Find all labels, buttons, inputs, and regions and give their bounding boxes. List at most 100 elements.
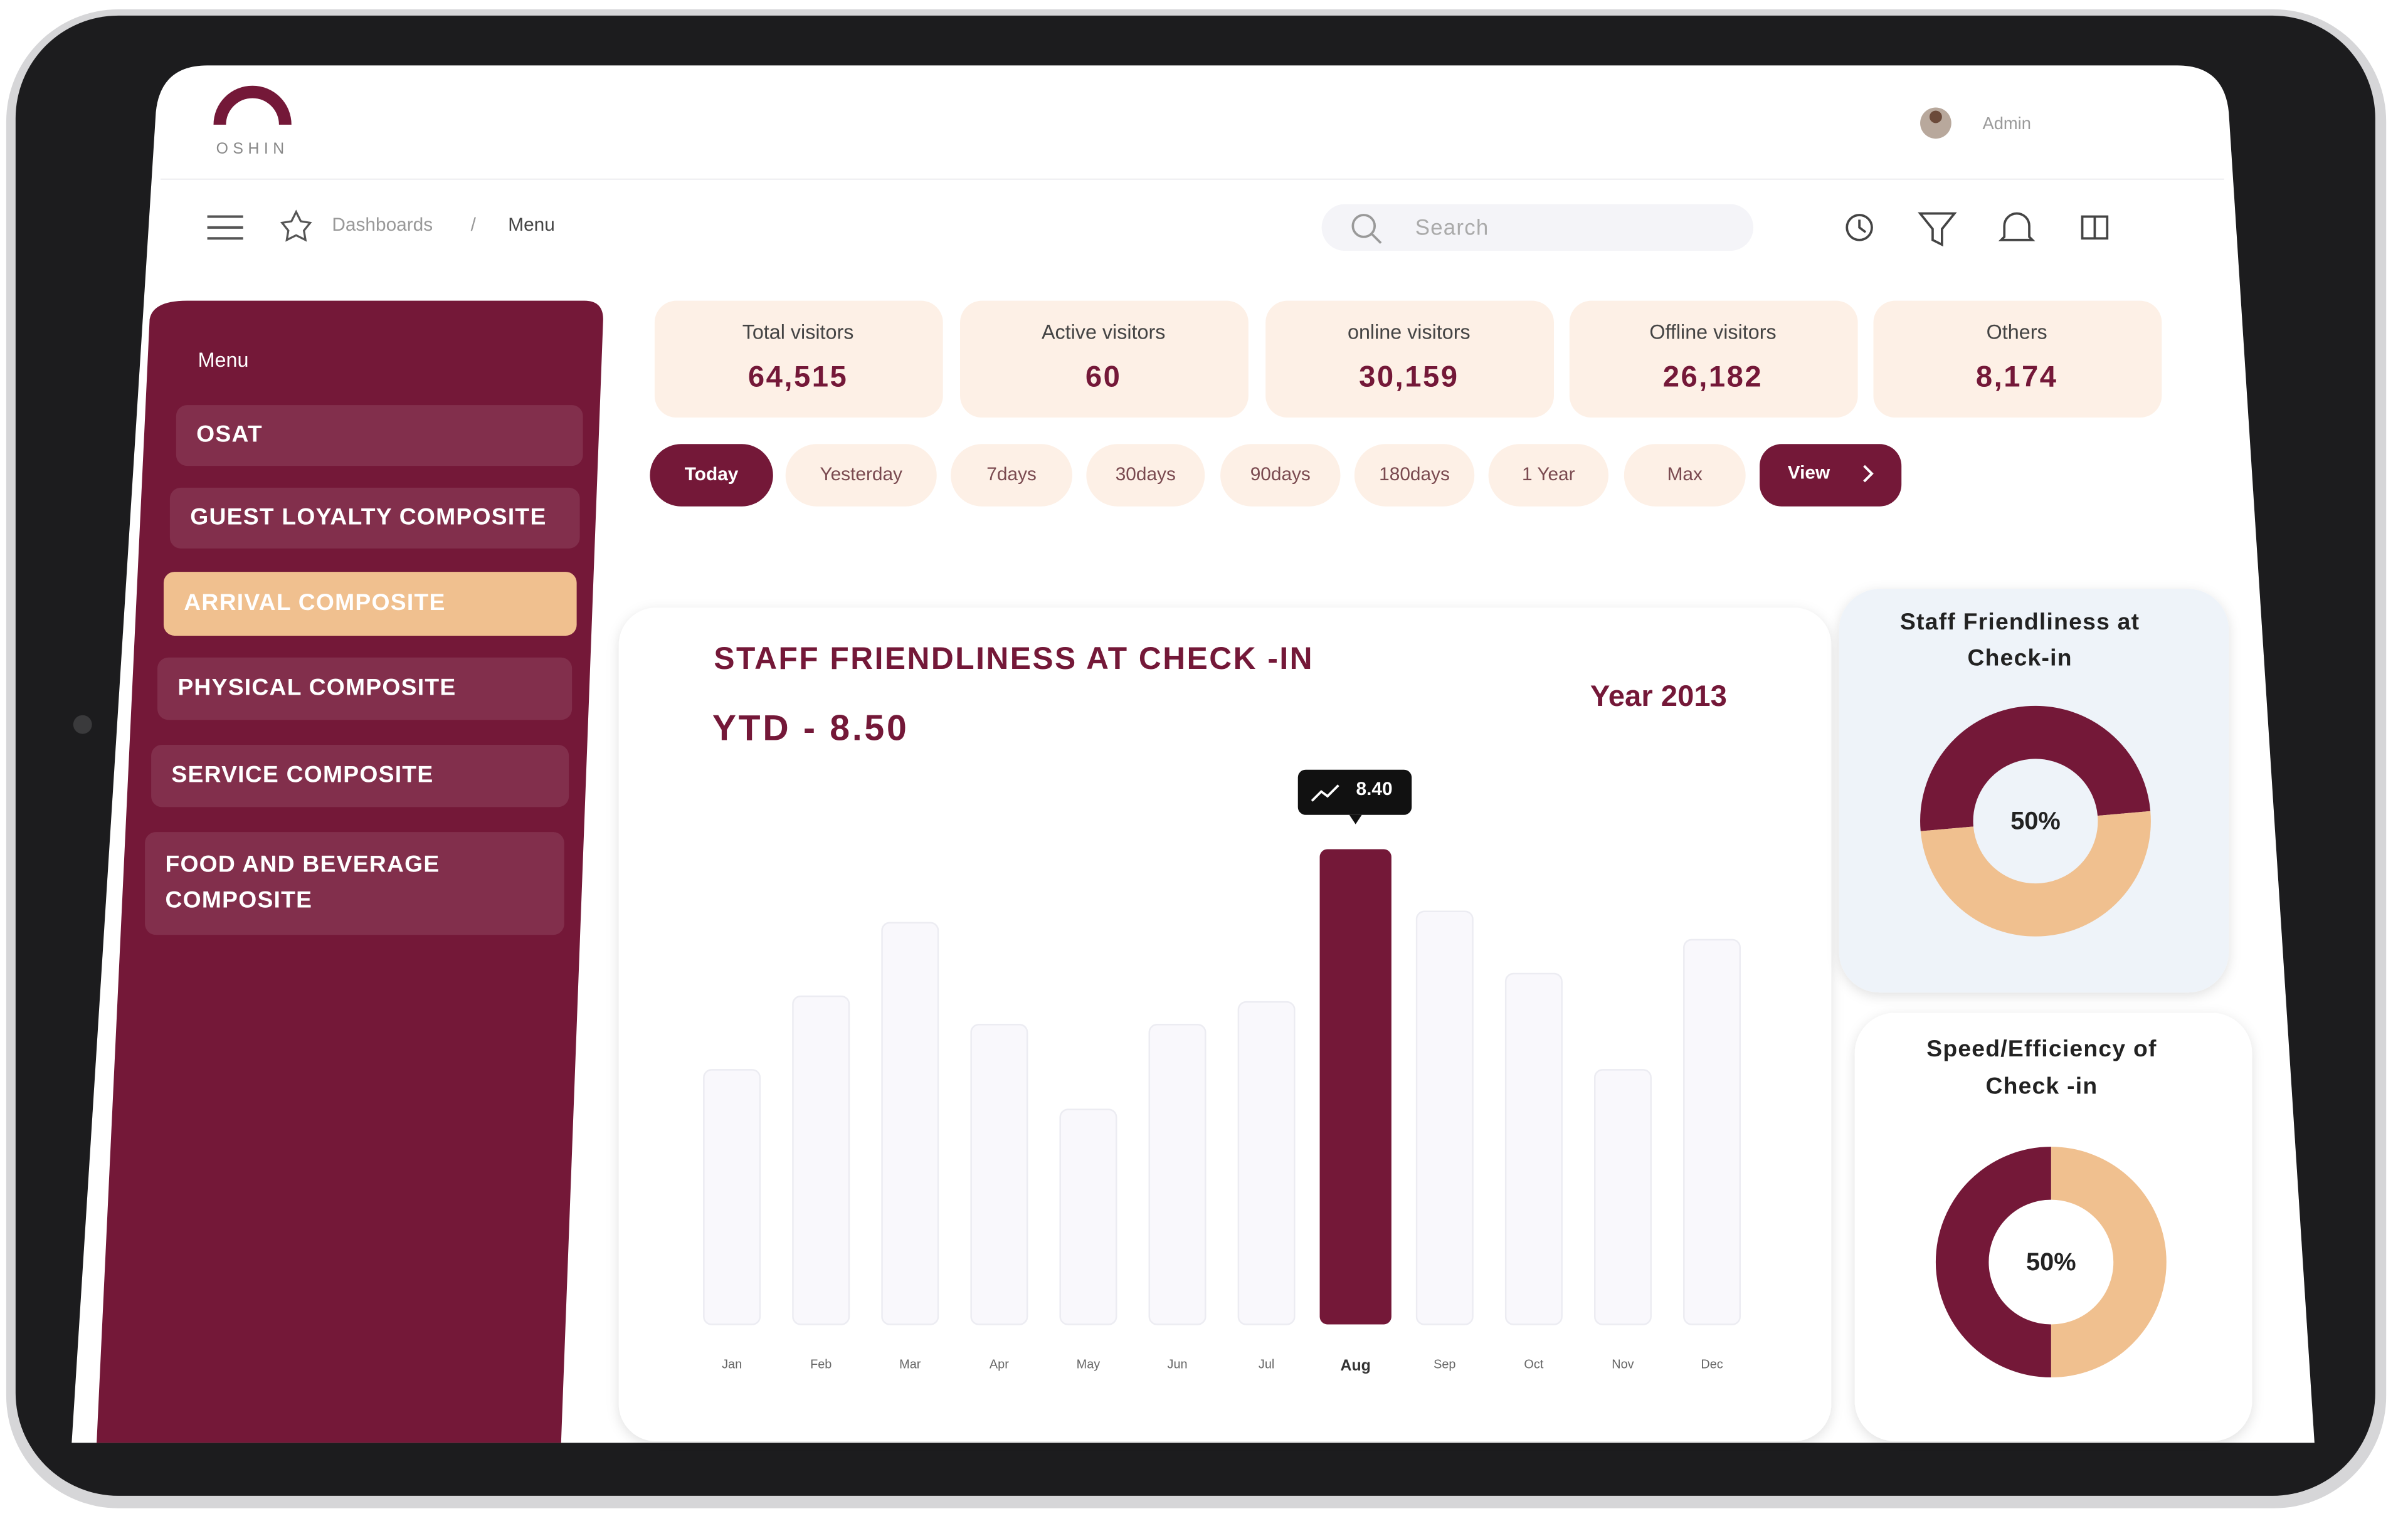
bar	[792, 995, 850, 1325]
filter-label[interactable]: Max	[1667, 464, 1703, 485]
chart-title: Staff Friendliness at Check-in	[1900, 608, 2140, 670]
stat-label: Total visitors	[742, 320, 854, 343]
text-line: PHYSICAL COMPOSITE	[177, 673, 456, 700]
filter-button[interactable]	[951, 444, 1072, 507]
stat-label: Active visitors	[1042, 320, 1165, 343]
chart-title: STAFF FRIENDLINESS AT CHECK -IN	[714, 641, 1314, 676]
donut-center-label: 50%	[2026, 1248, 2076, 1276]
filter-button[interactable]	[1624, 444, 1746, 507]
chart-title: Speed/Efficiency of Check -in	[1926, 1035, 2157, 1099]
stat-label: online visitors	[1348, 320, 1471, 343]
stat-card	[654, 300, 943, 418]
avatar[interactable]	[1920, 107, 1951, 139]
stat-value: 64,515	[748, 360, 848, 393]
breadcrumb-separator: /	[471, 214, 477, 235]
menu-item-label[interactable]: FOOD AND BEVERAGE COMPOSITE	[165, 850, 440, 912]
stat-card	[1873, 300, 2162, 418]
user-name[interactable]: Admin	[1982, 113, 2030, 133]
bar	[881, 922, 939, 1325]
tooltip	[1297, 769, 1412, 815]
x-tick-label: Mar	[899, 1357, 921, 1371]
filter-label[interactable]: 7days	[986, 464, 1037, 485]
stat-card	[960, 300, 1249, 418]
text-line: ARRIVAL COMPOSITE	[184, 589, 445, 615]
logo-text: OSHIN	[216, 140, 289, 157]
menu-item-label[interactable]: PHYSICAL COMPOSITE	[177, 673, 456, 700]
filter-label[interactable]: Today	[685, 464, 739, 485]
donut-segment	[2050, 1147, 2167, 1377]
text-line: Check-in	[1967, 644, 2072, 670]
filter-button[interactable]	[1488, 444, 1608, 507]
x-tick-label: Jan	[722, 1357, 742, 1371]
filter-label[interactable]: 90days	[1250, 464, 1311, 485]
stat-label: Others	[1987, 320, 2047, 343]
menu-item[interactable]	[145, 832, 564, 935]
bar	[970, 1023, 1028, 1325]
filter-button[interactable]	[785, 444, 937, 507]
x-tick-label: Aug	[1341, 1357, 1371, 1374]
search-icon	[1351, 214, 1376, 238]
donut-center-label: 50%	[2010, 807, 2061, 835]
camera	[73, 715, 92, 734]
bar	[703, 1069, 761, 1325]
filter-label[interactable]: 30days	[1116, 464, 1176, 485]
view-button[interactable]	[1760, 444, 1902, 507]
text-line: SERVICE COMPOSITE	[171, 761, 433, 787]
stat-card	[1265, 300, 1554, 418]
filter-label[interactable]: 1 Year	[1522, 464, 1575, 485]
chart-subtitle: YTD - 8.50	[712, 708, 909, 749]
filter-button[interactable]	[1086, 444, 1205, 507]
search-box[interactable]	[1321, 204, 1754, 251]
filter-label[interactable]: 180days	[1379, 464, 1450, 485]
hamburger[interactable]	[207, 215, 243, 240]
sidebar-title: Menu	[198, 349, 249, 371]
filter-button[interactable]	[1220, 444, 1341, 507]
menu-item-label[interactable]: OSAT	[196, 420, 263, 446]
breadcrumb-current: Menu	[508, 214, 555, 235]
bar	[1504, 972, 1563, 1325]
logo-mark	[213, 85, 292, 125]
text-line: FOOD AND BEVERAGE	[165, 850, 440, 876]
notification-icon[interactable]	[1998, 212, 2036, 241]
favorite-icon[interactable]	[280, 209, 312, 242]
bar	[1237, 1001, 1296, 1325]
menu-item[interactable]	[176, 405, 583, 466]
stat-value: 60	[1085, 360, 1122, 393]
chart-annotation: Year 2013	[1590, 680, 1727, 713]
filter-icon[interactable]	[1918, 212, 1957, 247]
menu-item[interactable]	[157, 657, 573, 720]
stat-card	[1569, 300, 1858, 418]
bar	[1059, 1108, 1117, 1325]
stat-value: 26,182	[1663, 360, 1763, 393]
x-tick-label: Nov	[1612, 1357, 1634, 1371]
bar	[1415, 910, 1474, 1325]
breadcrumb-link[interactable]: Dashboards	[332, 214, 433, 235]
text-line: Staff Friendliness at	[1900, 608, 2140, 634]
x-tick-label: Dec	[1701, 1357, 1723, 1371]
x-tick-label: Apr	[990, 1357, 1009, 1371]
menu-item-label[interactable]: ARRIVAL COMPOSITE	[184, 589, 445, 615]
menu-item[interactable]	[169, 487, 580, 549]
donut-card	[1839, 589, 2229, 993]
x-tick-label: Jun	[1168, 1357, 1188, 1371]
donut-card	[1854, 1013, 2252, 1441]
filter-button[interactable]	[650, 444, 773, 507]
history-icon[interactable]	[1846, 214, 1873, 241]
view-chevron	[1863, 465, 1874, 483]
filter-button[interactable]	[1354, 444, 1475, 507]
text-line: GUEST LOYALTY COMPOSITE	[190, 503, 546, 529]
menu-item[interactable]	[151, 744, 569, 807]
text-line: OSAT	[196, 420, 263, 446]
view-button-label[interactable]: View	[1788, 462, 1830, 483]
menu-item[interactable]	[163, 572, 577, 636]
stat-value: 30,159	[1359, 360, 1459, 393]
filter-label[interactable]: Yesterday	[820, 464, 902, 485]
dynamic-content: Menu OSAT GUEST LOYALTY COMPOSITE ARRIVAL C…	[145, 300, 2167, 1377]
menu-item-label[interactable]: SERVICE COMPOSITE	[171, 761, 433, 787]
bar	[1148, 1023, 1207, 1325]
bar	[1593, 1069, 1652, 1325]
bar	[1683, 939, 1741, 1325]
menu-item-label[interactable]: GUEST LOYALTY COMPOSITE	[190, 503, 546, 529]
value-label: 8.40	[1356, 779, 1393, 799]
search-placeholder: Search	[1415, 216, 1489, 240]
